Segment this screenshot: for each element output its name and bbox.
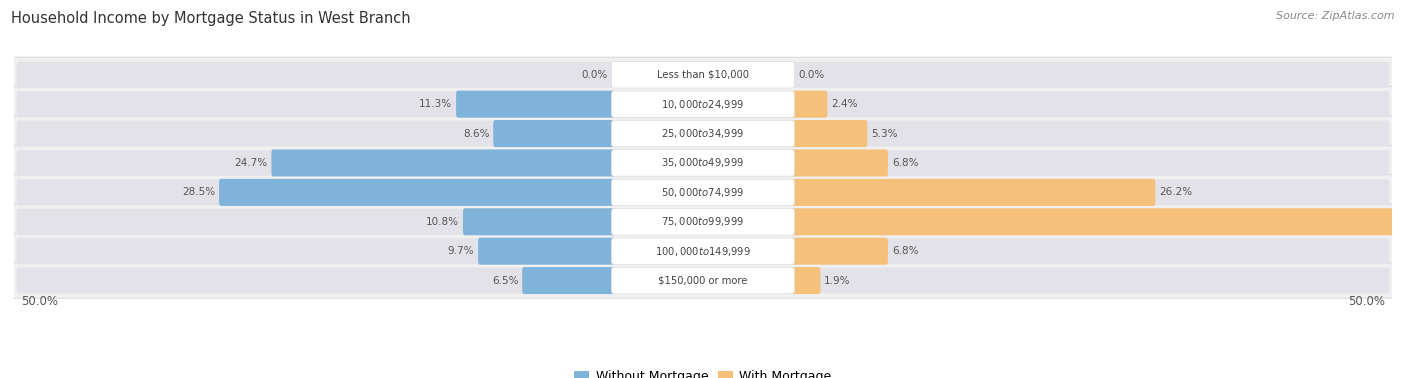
Text: $75,000 to $99,999: $75,000 to $99,999: [661, 215, 745, 228]
FancyBboxPatch shape: [612, 150, 794, 176]
Text: 24.7%: 24.7%: [235, 158, 267, 168]
FancyBboxPatch shape: [463, 208, 614, 235]
Text: 5.3%: 5.3%: [872, 129, 897, 139]
Text: 8.6%: 8.6%: [463, 129, 489, 139]
FancyBboxPatch shape: [792, 208, 1406, 235]
Text: $35,000 to $49,999: $35,000 to $49,999: [661, 156, 745, 169]
Text: 9.7%: 9.7%: [447, 246, 474, 256]
FancyBboxPatch shape: [612, 120, 794, 147]
Text: $150,000 or more: $150,000 or more: [658, 276, 748, 285]
Text: 2.4%: 2.4%: [831, 99, 858, 109]
FancyBboxPatch shape: [612, 91, 794, 118]
FancyBboxPatch shape: [792, 149, 889, 177]
Text: Source: ZipAtlas.com: Source: ZipAtlas.com: [1277, 11, 1395, 21]
Legend: Without Mortgage, With Mortgage: Without Mortgage, With Mortgage: [569, 366, 837, 378]
FancyBboxPatch shape: [13, 87, 1393, 122]
FancyBboxPatch shape: [17, 150, 1389, 176]
Text: 6.8%: 6.8%: [891, 158, 918, 168]
FancyBboxPatch shape: [13, 204, 1393, 239]
Text: 0.0%: 0.0%: [799, 70, 824, 80]
FancyBboxPatch shape: [13, 175, 1393, 210]
FancyBboxPatch shape: [612, 62, 794, 88]
FancyBboxPatch shape: [13, 116, 1393, 151]
FancyBboxPatch shape: [17, 180, 1389, 205]
FancyBboxPatch shape: [13, 234, 1393, 269]
FancyBboxPatch shape: [13, 263, 1393, 298]
FancyBboxPatch shape: [612, 238, 794, 264]
Text: $100,000 to $149,999: $100,000 to $149,999: [655, 245, 751, 258]
Text: Less than $10,000: Less than $10,000: [657, 70, 749, 80]
Text: $25,000 to $34,999: $25,000 to $34,999: [661, 127, 745, 140]
Text: $10,000 to $24,999: $10,000 to $24,999: [661, 98, 745, 111]
FancyBboxPatch shape: [792, 238, 889, 265]
FancyBboxPatch shape: [612, 209, 794, 235]
FancyBboxPatch shape: [792, 91, 827, 118]
FancyBboxPatch shape: [494, 120, 614, 147]
Text: 50.0%: 50.0%: [1348, 295, 1385, 308]
FancyBboxPatch shape: [522, 267, 614, 294]
Text: 10.8%: 10.8%: [426, 217, 460, 227]
FancyBboxPatch shape: [792, 120, 868, 147]
Text: 6.5%: 6.5%: [492, 276, 519, 285]
Text: 1.9%: 1.9%: [824, 276, 851, 285]
FancyBboxPatch shape: [271, 149, 614, 177]
FancyBboxPatch shape: [17, 91, 1389, 117]
Text: Household Income by Mortgage Status in West Branch: Household Income by Mortgage Status in W…: [11, 11, 411, 26]
FancyBboxPatch shape: [219, 179, 614, 206]
FancyBboxPatch shape: [17, 121, 1389, 147]
FancyBboxPatch shape: [17, 268, 1389, 293]
Text: 50.0%: 50.0%: [21, 295, 58, 308]
FancyBboxPatch shape: [17, 238, 1389, 264]
FancyBboxPatch shape: [13, 145, 1393, 181]
Text: 11.3%: 11.3%: [419, 99, 453, 109]
Text: 26.2%: 26.2%: [1159, 187, 1192, 197]
FancyBboxPatch shape: [456, 91, 614, 118]
FancyBboxPatch shape: [612, 267, 794, 294]
Text: 0.0%: 0.0%: [582, 70, 607, 80]
FancyBboxPatch shape: [13, 57, 1393, 92]
FancyBboxPatch shape: [612, 179, 794, 206]
FancyBboxPatch shape: [478, 238, 614, 265]
Text: 28.5%: 28.5%: [183, 187, 215, 197]
FancyBboxPatch shape: [17, 62, 1389, 88]
FancyBboxPatch shape: [792, 179, 1156, 206]
FancyBboxPatch shape: [17, 209, 1389, 235]
Text: $50,000 to $74,999: $50,000 to $74,999: [661, 186, 745, 199]
FancyBboxPatch shape: [792, 267, 820, 294]
Text: 6.8%: 6.8%: [891, 246, 918, 256]
